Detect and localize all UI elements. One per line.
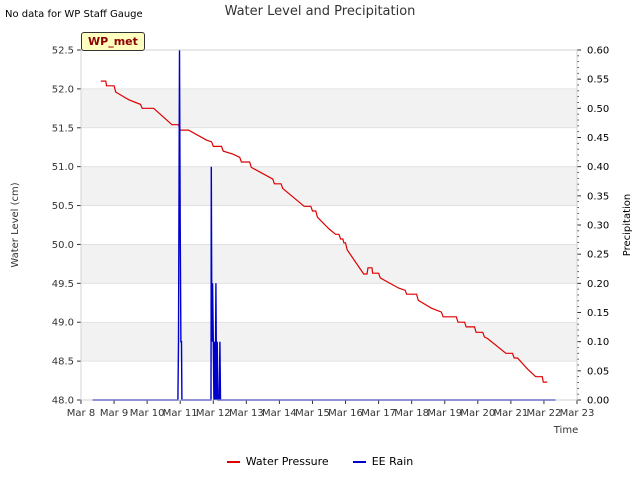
x-tick-label: Mar 13	[229, 408, 264, 419]
x-tick-label: Mar 15	[295, 408, 330, 419]
x-tick-label: Mar 23	[560, 408, 595, 419]
legend-label-ee-rain: EE Rain	[371, 455, 414, 468]
series-line-water-pressure	[100, 80, 548, 383]
legend: Water Pressure EE Rain	[0, 455, 640, 468]
x-axis-label: Time	[553, 425, 578, 436]
site-badge: WP_met	[81, 32, 145, 51]
legend-swatch-water-pressure	[226, 460, 240, 463]
y2-tick-label: 0.30	[587, 221, 609, 232]
x-tick-label: Mar 9	[100, 408, 128, 419]
y-tick-label: 48.5	[52, 357, 74, 368]
x-tick-label: Mar 16	[328, 408, 363, 419]
y2-tick-label: 0.45	[587, 133, 609, 144]
y2-axis-label: Precipitation	[622, 194, 633, 257]
right-axis: 0.00 0.05 0.10 0.15 0.20 0.25 0.30 0.35 0.40 0.45…	[577, 46, 609, 407]
y2-tick-label: 0.40	[587, 162, 609, 173]
y2-tick-label: 0.10	[587, 337, 609, 348]
x-tick-label: Mar 14	[262, 408, 297, 419]
y-tick-label: 49.0	[52, 318, 74, 329]
y2-tick-label: 0.00	[587, 396, 609, 407]
x-tick-label: Mar 19	[427, 408, 462, 419]
y-tick-label: 50.0	[52, 240, 74, 251]
plot-frame	[80, 49, 578, 401]
x-tick-label: Mar 21	[493, 408, 528, 419]
x-tick-label: Mar 11	[163, 408, 198, 419]
y2-tick-label: 0.35	[587, 191, 609, 202]
y2-tick-label: 0.55	[587, 75, 609, 86]
grid-band	[81, 88, 577, 128]
grid-band	[81, 166, 577, 206]
y2-tick-label: 0.50	[587, 104, 609, 115]
legend-swatch-ee-rain	[352, 460, 366, 463]
y2-tick-label: 0.25	[587, 250, 609, 261]
y-tick-label: 52.5	[52, 46, 74, 57]
x-tick-label: Mar 18	[394, 408, 429, 419]
x-tick-label: Mar 8	[67, 408, 95, 419]
no-data-note: No data for WP Staff Gauge	[5, 9, 143, 20]
x-tick-label: Mar 10	[130, 408, 165, 419]
x-tick-label: Mar 22	[527, 408, 562, 419]
chart-title: Water Level and Precipitation	[224, 4, 416, 19]
y-tick-label: 51.5	[52, 123, 74, 134]
y-tick-label: 49.5	[52, 279, 74, 290]
y2-tick-label: 0.05	[587, 366, 609, 377]
legend-label-water-pressure: Water Pressure	[245, 455, 329, 468]
y-tick-label: 52.0	[52, 84, 74, 95]
y-axis-label: Water Level (cm)	[10, 182, 21, 267]
left-axis: 48.0 48.5 49.0 49.5 50.0 50.5 51.0 51.5 52.0 52.5	[52, 46, 81, 407]
plot-lines	[80, 49, 578, 401]
y-tick-label: 50.5	[52, 201, 74, 212]
legend-item-water-pressure: Water Pressure	[226, 455, 329, 468]
y2-tick-label: 0.20	[587, 279, 609, 290]
grid-band	[81, 322, 577, 362]
y-tick-label: 51.0	[52, 162, 74, 173]
grid-bands	[81, 49, 577, 401]
y-tick-label: 48.0	[52, 396, 74, 407]
grid-band	[81, 244, 577, 284]
legend-item-ee-rain: EE Rain	[352, 455, 414, 468]
y2-tick-label: 0.60	[587, 46, 609, 57]
x-tick-label: Mar 12	[196, 408, 231, 419]
x-tick-label: Mar 20	[460, 408, 495, 419]
x-tick-label: Mar 17	[361, 408, 396, 419]
y2-tick-label: 0.15	[587, 308, 609, 319]
